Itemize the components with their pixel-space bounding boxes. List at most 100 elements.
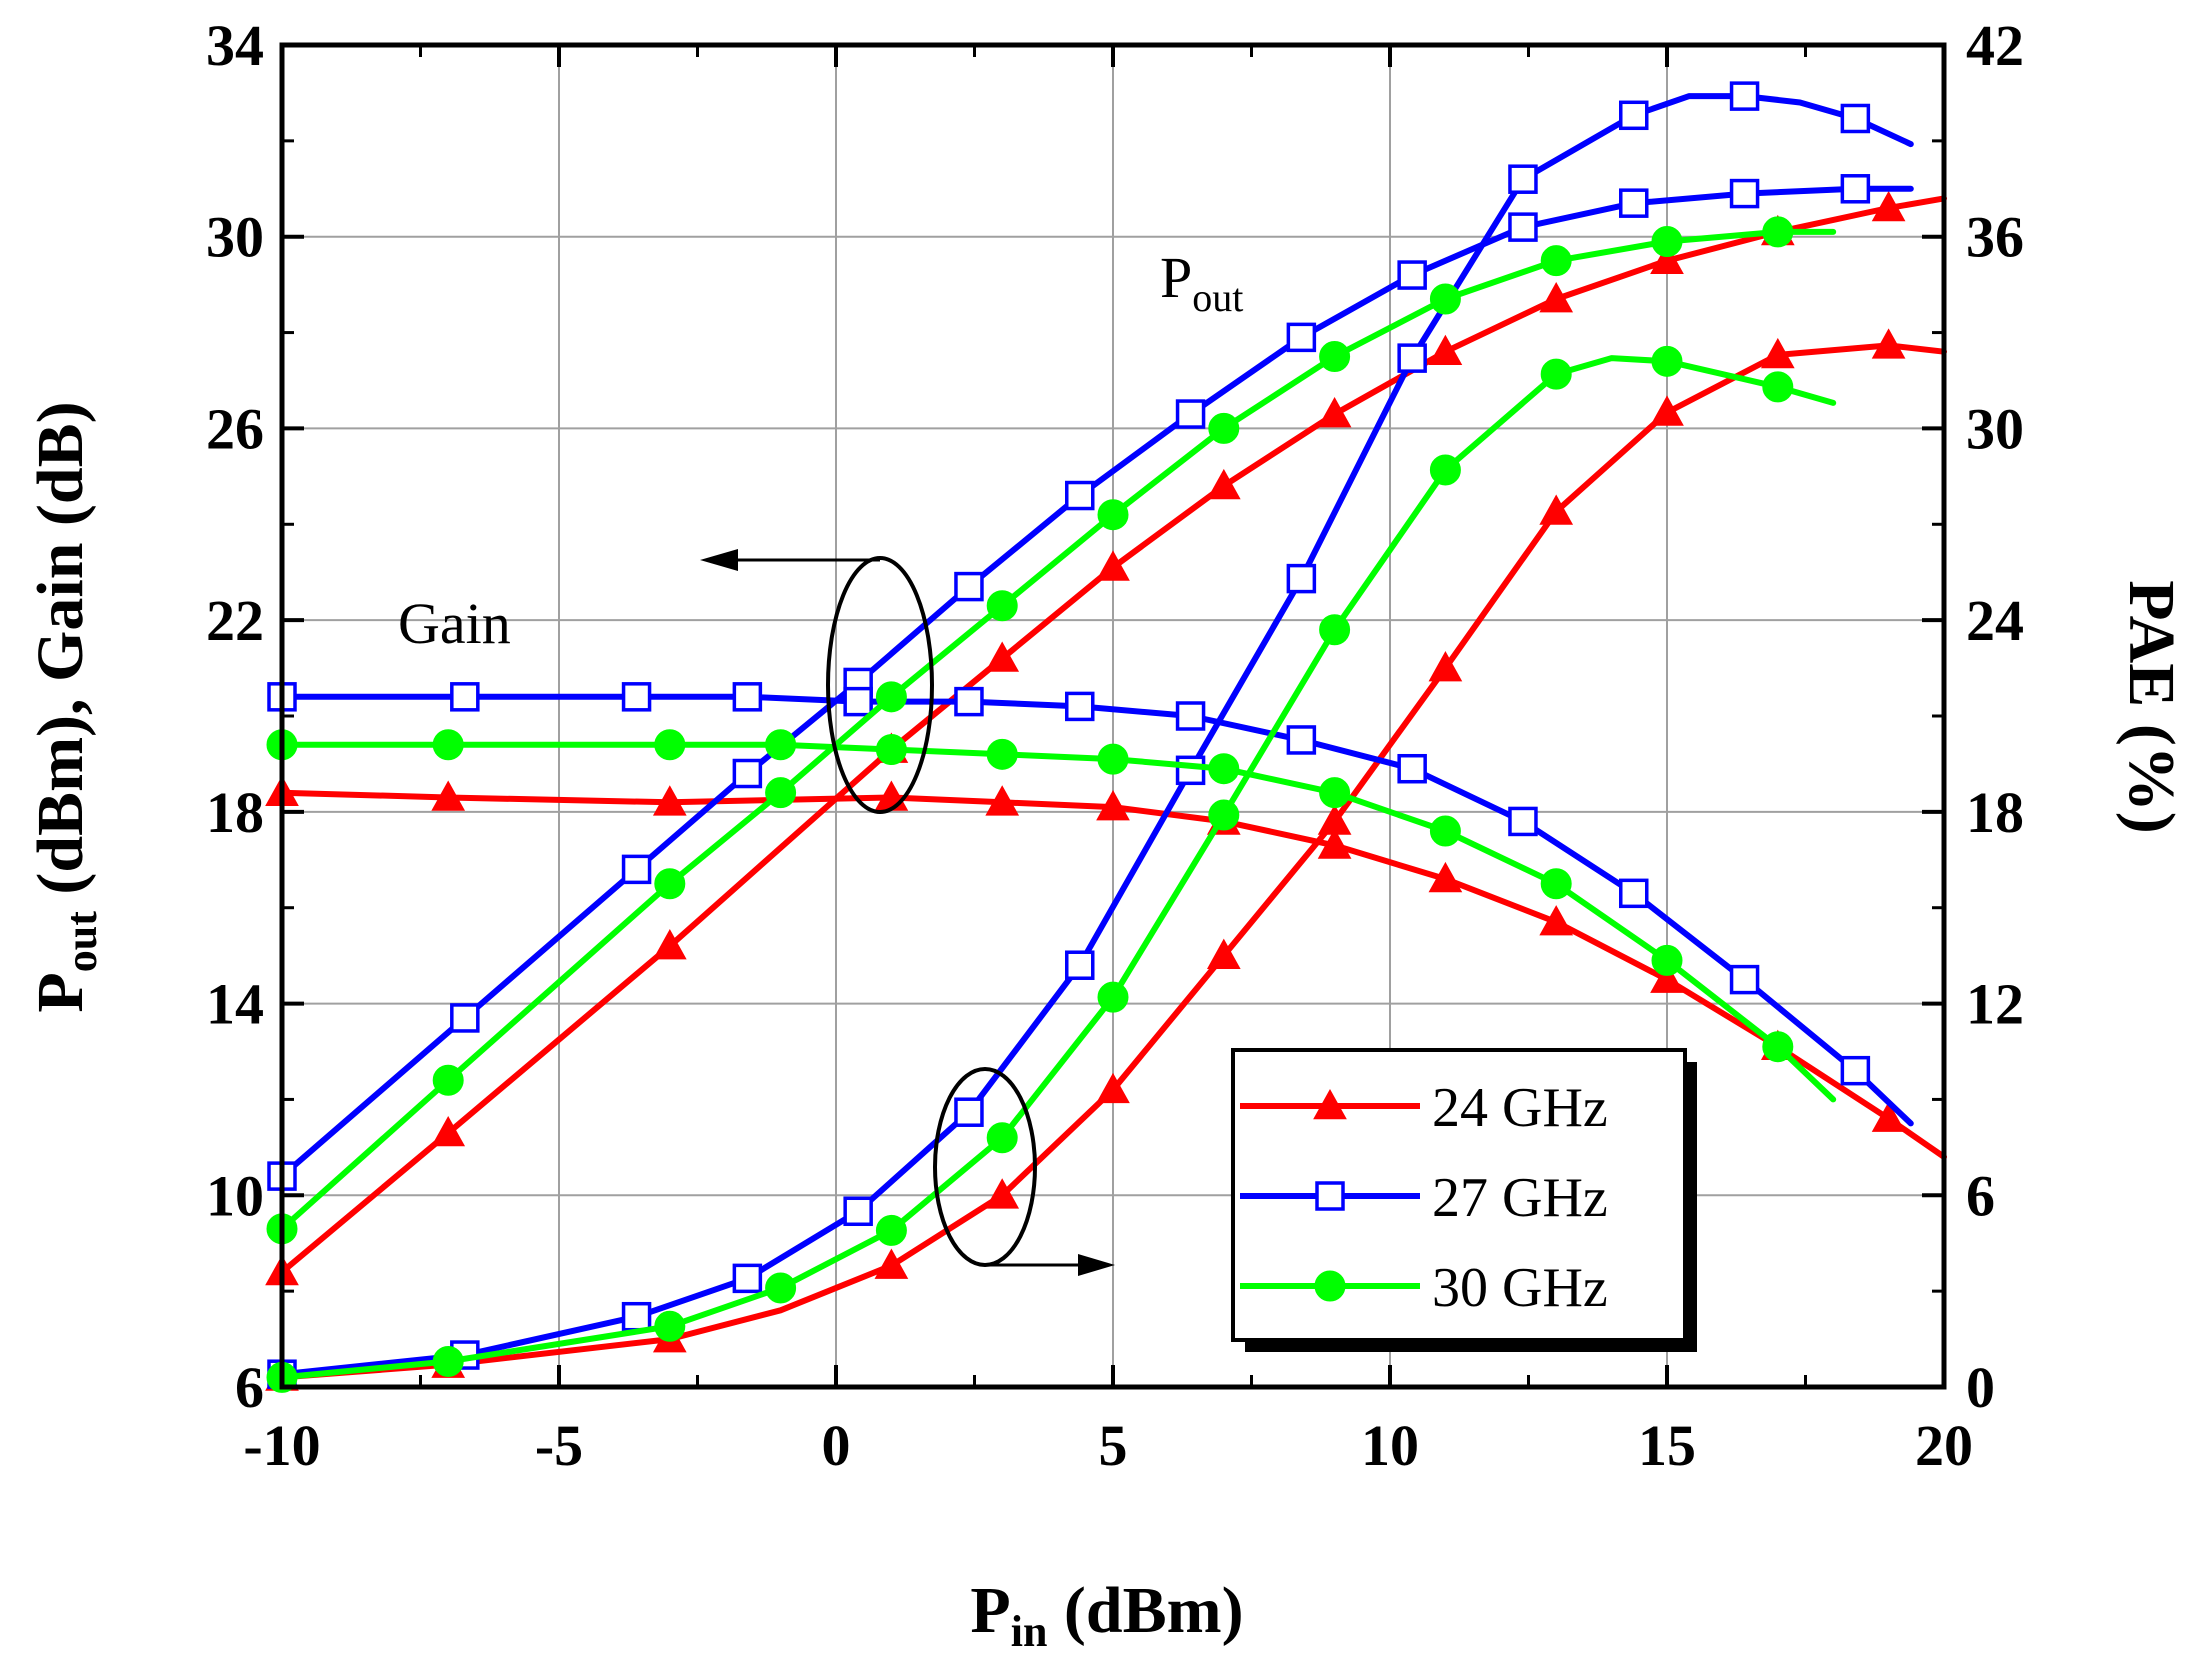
point-27-ghz-pout	[1175, 399, 1206, 429]
point-30-ghz-pae	[1540, 358, 1572, 390]
point-24-ghz-pae	[1760, 337, 1795, 369]
point-30-ghz-pout	[1762, 216, 1794, 248]
point-27-ghz-pout	[450, 1003, 480, 1033]
point-30-ghz-pout	[1651, 226, 1683, 258]
point-27-ghz-pout	[1508, 212, 1538, 242]
left-axis-group-ellipse	[826, 556, 934, 814]
point-30-ghz-pout	[875, 681, 907, 713]
point-30-ghz-gain	[1540, 868, 1572, 900]
point-30-ghz-pae	[875, 1214, 907, 1246]
point-30-ghz-gain	[1651, 944, 1683, 976]
y-right-tick-label: 12	[1966, 972, 2024, 1037]
point-30-ghz-gain	[1208, 753, 1240, 785]
point-27-ghz-pout	[1065, 480, 1095, 511]
x-tick-label: 10	[1361, 1413, 1419, 1478]
point-30-ghz-pout	[1097, 499, 1129, 531]
point-30-ghz-pout	[1429, 283, 1461, 315]
point-30-ghz-pae	[654, 1310, 686, 1342]
point-24-ghz-pae	[1650, 395, 1684, 426]
point-24-ghz-pout	[1096, 550, 1130, 581]
point-24-ghz-pout	[1428, 334, 1463, 366]
point-30-ghz-pout	[986, 590, 1018, 622]
point-27-ghz-pae	[621, 1301, 652, 1332]
point-24-ghz-gain	[1428, 861, 1463, 893]
x-tick-label: 20	[1915, 1413, 1973, 1478]
point-30-ghz-pout	[1208, 412, 1240, 444]
right-axis-group-ellipse	[933, 1067, 1037, 1267]
point-27-ghz-pout	[1729, 178, 1760, 209]
point-27-ghz-gain	[1729, 964, 1760, 995]
point-27-ghz-pae	[1397, 343, 1427, 373]
y-right-tick-label: 18	[1966, 780, 2024, 845]
y-left-axis-label: Pout (dBm), Gain (dB)	[24, 401, 106, 1012]
gain-annotation: Gain	[398, 591, 511, 656]
point-27-ghz-gain	[1619, 878, 1649, 909]
right-arrow-head	[1078, 1254, 1115, 1276]
point-27-ghz-pout	[621, 854, 652, 885]
point-27-ghz-pout	[1619, 188, 1649, 218]
point-24-ghz-pout	[431, 1115, 466, 1147]
point-30-ghz-pout	[1319, 341, 1351, 373]
x-tick-label: -5	[535, 1413, 583, 1478]
point-27-ghz-gain	[1175, 701, 1206, 731]
series-layer	[265, 81, 1947, 1393]
point-24-ghz-pae	[1317, 804, 1352, 835]
point-27-ghz-gain	[1508, 806, 1538, 837]
point-24-ghz-pae	[985, 1178, 1020, 1209]
point-30-ghz-gain	[654, 729, 686, 761]
point-27-ghz-pae	[1508, 164, 1538, 194]
point-24-ghz-gain	[1539, 905, 1574, 936]
point-24-ghz-pout	[1317, 397, 1352, 428]
point-30-ghz-gain	[1429, 815, 1461, 847]
legend-marker	[1313, 1088, 1347, 1120]
point-27-ghz-pae	[1619, 100, 1649, 131]
point-27-ghz-pae	[843, 1196, 873, 1227]
point-27-ghz-pae	[1286, 563, 1317, 594]
x-axis-label: Pin (dBm)	[970, 1574, 1243, 1656]
point-27-ghz-pout	[1840, 174, 1871, 204]
point-27-ghz-gain	[1840, 1055, 1871, 1086]
point-30-ghz-gain	[432, 729, 464, 761]
point-27-ghz-gain	[450, 682, 480, 712]
line-24-ghz-pout	[279, 195, 1947, 1275]
point-24-ghz-gain	[1871, 1101, 1906, 1132]
point-30-ghz-gain	[1762, 1031, 1794, 1063]
point-24-ghz-pout	[1539, 281, 1574, 313]
point-24-ghz-pae	[1096, 1072, 1130, 1104]
point-24-ghz-gain	[431, 780, 466, 811]
point-27-ghz-pout	[954, 571, 984, 602]
point-30-ghz-pout	[765, 777, 797, 809]
point-24-ghz-gain	[1317, 828, 1352, 859]
point-24-ghz-pout	[652, 929, 687, 960]
point-27-ghz-gain	[954, 686, 984, 717]
point-30-ghz-pae	[1651, 345, 1683, 377]
point-30-ghz-gain	[986, 738, 1018, 770]
line-30-ghz-pout	[279, 228, 1837, 1232]
point-30-ghz-gain	[1097, 743, 1129, 775]
point-30-ghz-pae	[432, 1345, 464, 1377]
point-30-ghz-pout	[432, 1064, 464, 1096]
point-30-ghz-gain	[765, 729, 797, 761]
point-27-ghz-pout	[732, 758, 763, 789]
y-right-tick-label: 30	[1966, 396, 2024, 461]
y-right-tick-label: 24	[1966, 588, 2024, 653]
point-30-ghz-pae	[1097, 981, 1129, 1013]
point-30-ghz-pae	[765, 1272, 797, 1304]
point-24-ghz-gain	[985, 785, 1020, 816]
x-tick-label: -10	[243, 1413, 320, 1478]
y-left-tick-label: 34	[206, 13, 264, 78]
point-24-ghz-gain	[652, 785, 687, 816]
point-30-ghz-pout	[1540, 245, 1572, 277]
y-left-tick-label: 14	[206, 972, 264, 1037]
x-tick-label: 0	[822, 1413, 851, 1478]
point-27-ghz-gain	[1286, 725, 1317, 755]
point-24-ghz-pae	[1206, 938, 1241, 969]
y-left-tick-label: 26	[206, 396, 264, 461]
point-27-ghz-pae	[1175, 755, 1206, 786]
legend: 24 GHz 27 GHz 30 GHz	[1231, 1048, 1697, 1352]
point-24-ghz-pout	[985, 641, 1020, 672]
point-24-ghz-pae	[1428, 651, 1463, 682]
ticks: -10 -5 0 5 10 15 20 6 10 14 18 22 26 30 34 0 6 12 18 24 30 36…	[206, 13, 2024, 1478]
point-24-ghz-pout	[1206, 468, 1241, 500]
